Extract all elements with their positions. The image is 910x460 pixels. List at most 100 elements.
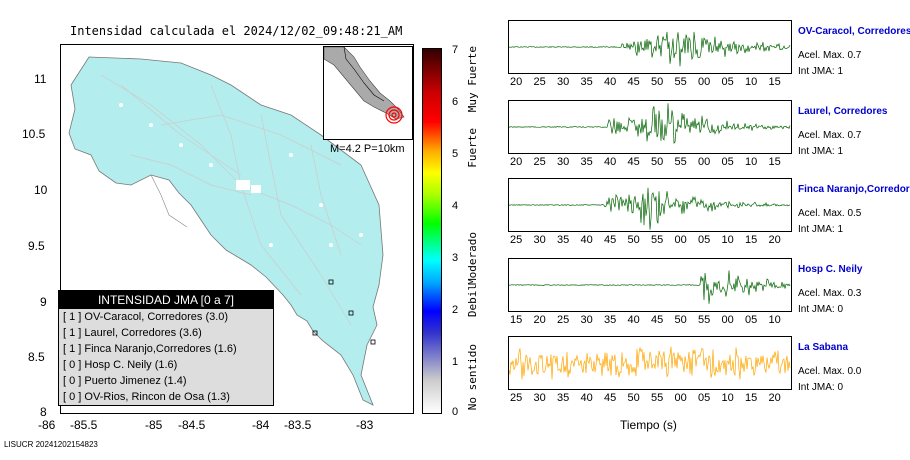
station-dots [119, 103, 363, 247]
seismogram-trace [508, 20, 792, 74]
waveform-line [508, 187, 791, 230]
time-tick: 05 [698, 392, 711, 404]
colorbar-tick: 0 [452, 406, 459, 418]
time-tick: 50 [651, 156, 664, 168]
costa-rica-land [68, 56, 384, 406]
seismogram-trace [508, 100, 792, 154]
time-tick: 45 [604, 234, 617, 246]
footer-id: LISUCR 20241202154823 [4, 440, 98, 449]
x-tick: -85 [145, 418, 163, 432]
seismogram-trace [508, 178, 792, 232]
time-tick: 55 [698, 314, 711, 326]
time-tick: 40 [580, 234, 593, 246]
time-tick: 50 [651, 76, 664, 88]
station-int: Int JMA: 0 [798, 304, 844, 315]
y-tick: 10.5 [22, 127, 46, 141]
seismogram-trace [508, 258, 792, 312]
time-tick: 05 [698, 234, 711, 246]
time-tick: 35 [580, 156, 593, 168]
waveform-svg [508, 187, 791, 230]
legend-item: [ 0 ] OV-Rios, Rincon de Osa (1.3) [63, 391, 230, 403]
time-tick: 00 [698, 156, 711, 168]
intensity-colorbar [422, 48, 442, 414]
time-tick: 25 [510, 392, 523, 404]
time-tick: 30 [557, 156, 570, 168]
time-tick: 05 [745, 314, 758, 326]
time-tick: 20 [510, 76, 523, 88]
colorbar-tick: 6 [452, 96, 459, 108]
time-tick: 45 [627, 156, 640, 168]
time-tick: 00 [674, 234, 687, 246]
map-title: Intensidad calculada el 2024/12/02_09:48… [70, 24, 403, 38]
colorbar-tick: 7 [452, 44, 459, 56]
time-tick: 10 [721, 234, 734, 246]
inset-svg [324, 47, 405, 124]
time-tick: 40 [627, 314, 640, 326]
time-tick: 20 [533, 314, 546, 326]
time-tick: 10 [745, 76, 758, 88]
legend-item: [ 1 ] Laurel, Corredores (3.6) [63, 327, 202, 339]
station-acel: Acel. Max. 0.3 [798, 288, 862, 299]
nicoya-coast [150, 174, 188, 228]
station-acel: Acel. Max. 0.7 [798, 130, 862, 141]
time-tick: 55 [674, 76, 687, 88]
station-int: Int JMA: 1 [798, 66, 844, 77]
time-tick: 30 [533, 234, 546, 246]
epicenter-icon [385, 106, 403, 124]
inset-caption: M=4.2 P=10km [330, 143, 405, 155]
time-tick: 10 [721, 392, 734, 404]
time-tick: 55 [651, 392, 664, 404]
station-acel: Acel. Max. 0.0 [798, 366, 862, 377]
colorbar-label: Debil [466, 284, 479, 318]
location-inset-map [323, 46, 413, 140]
time-tick: 20 [768, 234, 781, 246]
time-tick: 50 [627, 392, 640, 404]
time-tick: 35 [580, 76, 593, 88]
x-tick: -83.5 [284, 418, 312, 432]
time-tick: 00 [674, 392, 687, 404]
time-tick: 20 [510, 156, 523, 168]
time-tick: 45 [627, 76, 640, 88]
time-tick: 55 [674, 156, 687, 168]
colorbar-label: Fuerte [466, 128, 479, 168]
time-tick: 40 [580, 392, 593, 404]
legend-item: [ 0 ] Hosp C. Neily (1.6) [63, 359, 178, 371]
time-tick: 25 [510, 234, 523, 246]
waveform-line [508, 31, 791, 67]
colorbar-tick: 1 [452, 356, 459, 368]
y-tick: 11 [34, 72, 47, 86]
time-tick: 35 [557, 234, 570, 246]
time-tick: 15 [768, 76, 781, 88]
legend-item: [ 1 ] OV-Caracol, Corredores (3.0) [63, 311, 229, 323]
time-tick: 15 [745, 392, 758, 404]
seismogram-trace [508, 336, 792, 390]
x-tick: -86 [38, 418, 56, 432]
colorbar-label: No sentido [466, 344, 479, 411]
station-acel: Acel. Max. 0.5 [798, 208, 862, 219]
station-name: Laurel, Corredores [798, 106, 888, 117]
y-tick: 8.5 [28, 350, 45, 364]
time-tick: 25 [533, 76, 546, 88]
time-tick: 05 [721, 156, 734, 168]
waveform-svg [508, 346, 791, 380]
inset-coast-outline [343, 47, 385, 102]
time-tick: 15 [768, 156, 781, 168]
time-tick: 40 [604, 76, 617, 88]
time-tick: 25 [533, 156, 546, 168]
time-tick: 40 [604, 156, 617, 168]
y-tick: 10 [34, 183, 48, 197]
time-tick: 25 [557, 314, 570, 326]
station-acel: Acel. Max. 0.7 [798, 50, 862, 61]
waveform-svg [508, 270, 791, 304]
time-tick: 35 [604, 314, 617, 326]
colorbar-tick: 4 [452, 200, 459, 212]
time-tick: 35 [557, 392, 570, 404]
time-tick: 10 [768, 314, 781, 326]
waveform-line [508, 270, 791, 304]
time-tick: 05 [721, 76, 734, 88]
costa-rica-map-svg [68, 56, 384, 406]
station-int: Int JMA: 0 [798, 382, 844, 393]
time-tick: 45 [651, 314, 664, 326]
waveform-svg [508, 31, 791, 67]
colorbar-label: Moderado [466, 232, 479, 285]
